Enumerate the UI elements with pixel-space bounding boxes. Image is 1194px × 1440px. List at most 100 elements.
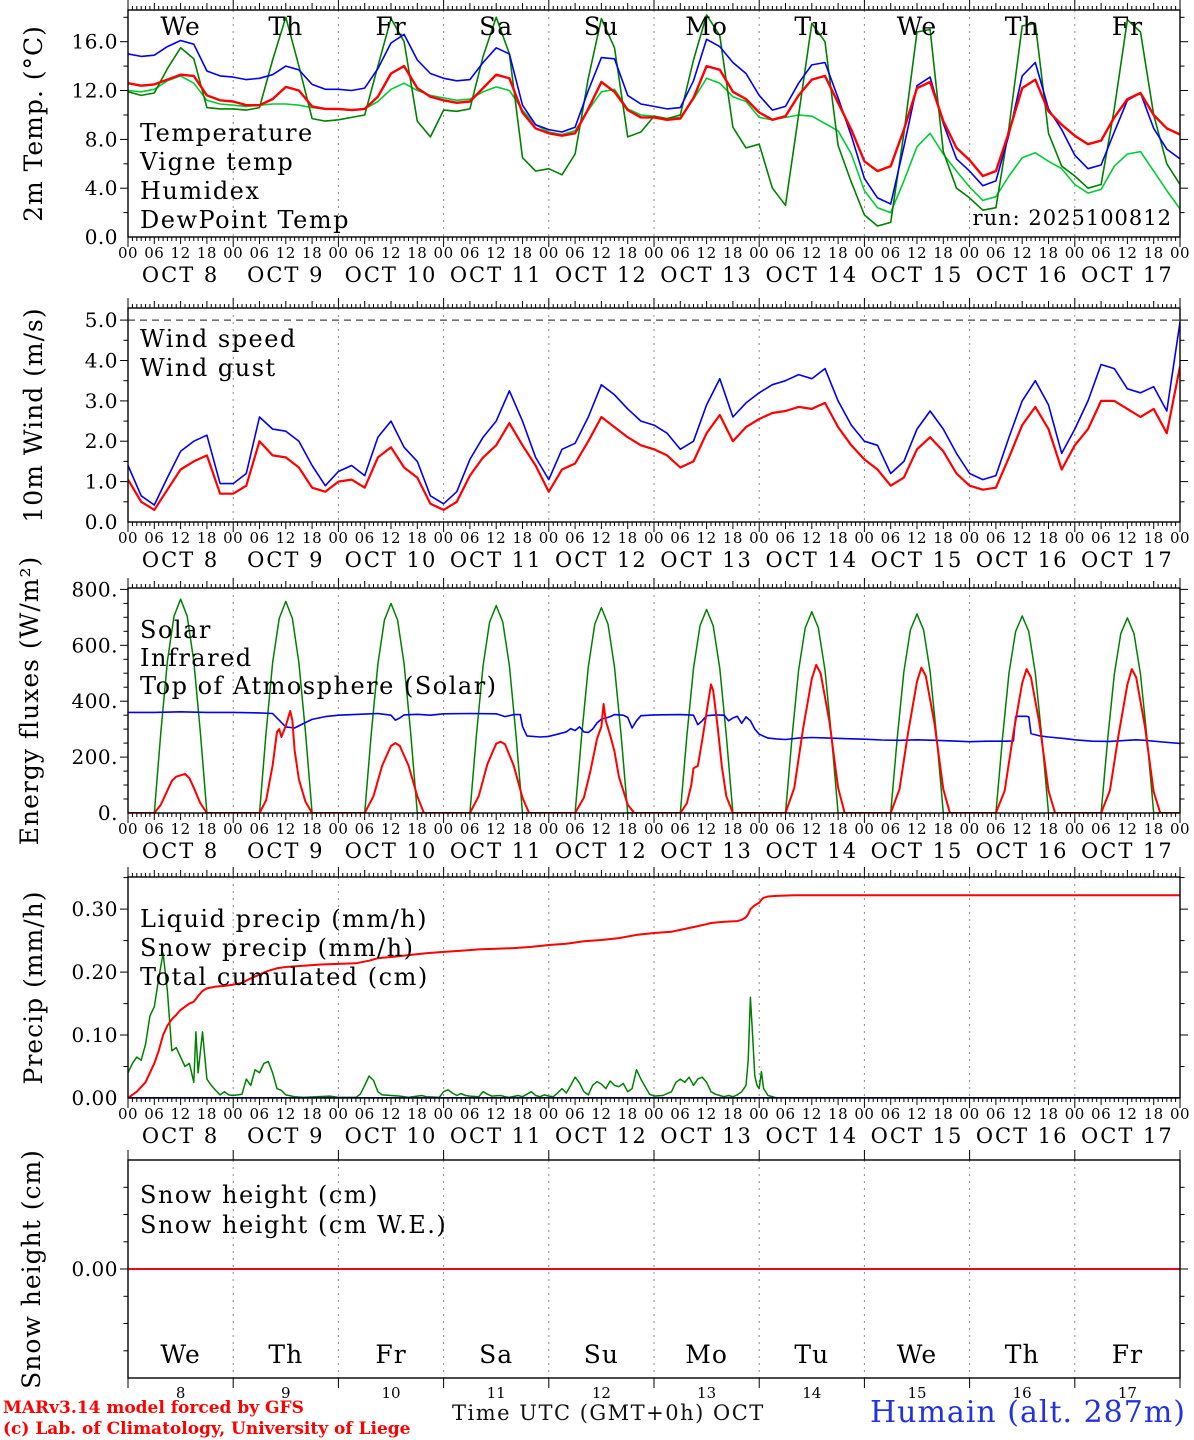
hour-tick-label: 00 (118, 1105, 138, 1123)
day-name-label: Sa (479, 1340, 513, 1369)
panel-energy: 0. 200. 400. 600. 800. Energy fluxes (W/m²) So… (15, 556, 1190, 863)
model-run-label: run: 2025100812 (972, 206, 1172, 230)
hour-tick-label: 18 (1038, 820, 1058, 838)
y-ticks (120, 877, 1188, 1067)
date-label: OCT 16 (976, 548, 1069, 572)
hour-tick-label: 12 (1012, 820, 1032, 838)
hour-tick-label: 00 (223, 1105, 243, 1123)
hour-tick-label: 18 (407, 1105, 427, 1123)
legend-snow-precip-mm-h: Snow precip (mm/h) (140, 934, 414, 962)
hour-tick-label: 00 (749, 529, 769, 547)
hour-tick-label: 00 (854, 529, 874, 547)
y-tick-label: 2.0 (85, 429, 118, 453)
day-number-label: 10 (381, 1384, 400, 1402)
hour-tick-label: 18 (1038, 529, 1058, 547)
date-label: OCT 13 (660, 263, 753, 287)
hour-tick-label: 00 (1065, 244, 1085, 262)
hour-tick-label: 06 (460, 1105, 480, 1123)
hour-tick-label: 00 (1170, 820, 1190, 838)
day-name-label: We (160, 12, 200, 41)
station-label: Humain (alt. 287m) (870, 1395, 1186, 1430)
hour-tick-label: 00 (644, 820, 664, 838)
hour-tick-label: 06 (565, 244, 585, 262)
x-ticks (127, 298, 1181, 532)
date-label: OCT 8 (142, 1124, 219, 1148)
hour-tick-label: 12 (907, 529, 927, 547)
hour-tick-label: 12 (171, 1105, 191, 1123)
hour-tick-label: 06 (670, 529, 690, 547)
hour-tick-label: 12 (276, 820, 296, 838)
hour-tick-label: 18 (197, 529, 217, 547)
legend-solar: Solar (140, 616, 212, 644)
day-number-label: 17 (1118, 1384, 1137, 1402)
hour-tick-label: 00 (1065, 529, 1085, 547)
date-label: OCT 15 (871, 839, 964, 863)
hour-tick-label: 06 (355, 244, 375, 262)
date-label: OCT 10 (345, 263, 438, 287)
hour-tick-label: 12 (486, 1105, 506, 1123)
day-name-label: We (160, 1340, 200, 1369)
day-number-label: 13 (697, 1384, 716, 1402)
hour-tick-label: 12 (591, 529, 611, 547)
hour-tick-label: 00 (749, 1105, 769, 1123)
legend-wind-speed: Wind speed (140, 325, 297, 353)
hour-tick-label: 06 (775, 529, 795, 547)
hour-tick-label: 18 (302, 244, 322, 262)
day-name-label: Su (584, 1340, 619, 1369)
hour-tick-label: 12 (1117, 244, 1137, 262)
hour-tick-label: 00 (328, 1105, 348, 1123)
date-label: OCT 10 (345, 839, 438, 863)
hour-tick-label: 18 (302, 820, 322, 838)
date-label: OCT 14 (765, 1124, 858, 1148)
hour-tick-label: 06 (986, 1105, 1006, 1123)
hour-tick-label: 06 (775, 244, 795, 262)
hour-tick-label: 00 (434, 244, 454, 262)
hour-tick-label: 18 (1144, 1105, 1164, 1123)
hour-tick-label: 12 (171, 244, 191, 262)
hour-tick-label: 18 (302, 1105, 322, 1123)
hour-tick-label: 18 (828, 820, 848, 838)
hour-tick-label: 00 (118, 244, 138, 262)
date-label: OCT 13 (660, 839, 753, 863)
day-name-label: Tu (794, 12, 829, 41)
hour-tick-label: 00 (749, 244, 769, 262)
panel-precip: 0.00 0.10 0.20 0.30 Precip (mm/h) Liquid prec… (19, 867, 1190, 1148)
y-tick-label: 0.00 (71, 1086, 118, 1110)
y-tick-label: 200. (71, 745, 118, 769)
y-axis-title-temp2m: 2m Temp. (°C) (19, 25, 48, 222)
hour-tick-label: 06 (144, 529, 164, 547)
hour-tick-label: 18 (1144, 820, 1164, 838)
hour-tick-label: 18 (933, 244, 953, 262)
hour-tick-label: 00 (223, 820, 243, 838)
hour-tick-label: 00 (328, 244, 348, 262)
lab-credit: (c) Lab. of Climatology, University of L… (3, 1419, 411, 1439)
day-name-label: We (897, 1340, 937, 1369)
day-name-label: We (897, 12, 937, 41)
hour-tick-label: 06 (986, 529, 1006, 547)
date-label: OCT 14 (765, 263, 858, 287)
y-tick-label: 12.0 (71, 79, 118, 103)
series-temperature (128, 64, 1180, 178)
hour-tick-label: 06 (249, 820, 269, 838)
legend-temperature: Temperature (140, 119, 314, 147)
hour-tick-label: 18 (618, 529, 638, 547)
hour-tick-label: 06 (775, 820, 795, 838)
hour-tick-label: 06 (670, 1105, 690, 1123)
date-label: OCT 17 (1081, 1124, 1174, 1148)
hour-tick-label: 18 (933, 1105, 953, 1123)
date-label: OCT 11 (450, 839, 543, 863)
hour-tick-label: 06 (881, 244, 901, 262)
x-ticks (127, 867, 1181, 1108)
hour-tick-label: 12 (381, 244, 401, 262)
time-axis-title: Time UTC (GMT+0h) OCT (452, 1401, 765, 1425)
date-label: OCT 16 (976, 839, 1069, 863)
hour-tick-label: 12 (907, 1105, 927, 1123)
hour-tick-label: 18 (723, 1105, 743, 1123)
hour-tick-label: 12 (697, 529, 717, 547)
hour-tick-label: 00 (328, 820, 348, 838)
hour-tick-label: 12 (1117, 529, 1137, 547)
hour-tick-label: 12 (1012, 529, 1032, 547)
date-label: OCT 9 (247, 548, 324, 572)
